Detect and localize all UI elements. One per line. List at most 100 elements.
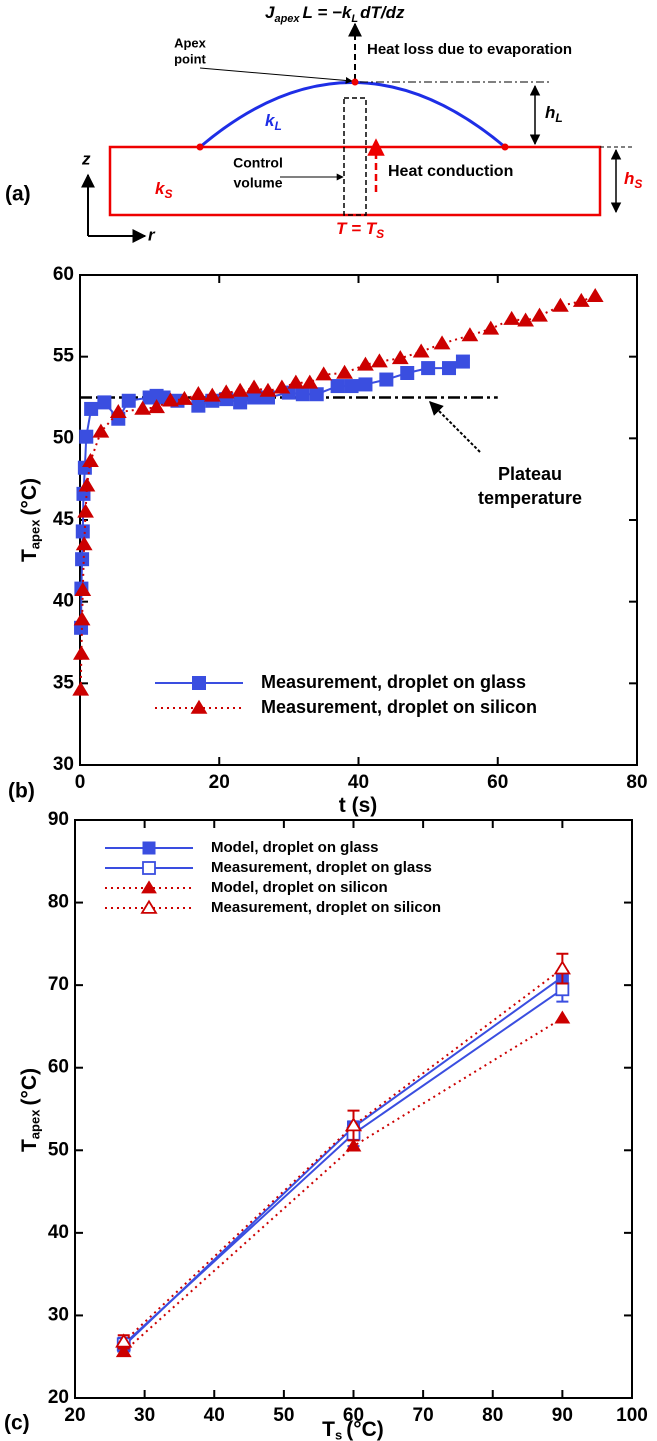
label-part: S <box>164 187 172 201</box>
marker <box>273 379 291 394</box>
kl-label: kL <box>265 111 282 133</box>
label-part: S <box>376 227 384 241</box>
diagram: Japex L = −kL dT/dz Apex point Heat loss d… <box>5 3 642 244</box>
panel-label: (b) <box>8 780 35 803</box>
marker <box>109 403 127 418</box>
legend-marker <box>192 676 206 690</box>
marker <box>74 582 92 596</box>
annotation-arrow <box>429 401 481 453</box>
substrate <box>108 145 602 217</box>
marker <box>75 524 90 539</box>
r-label: r <box>148 225 156 244</box>
axis-label: Tapex (°C) <box>18 478 43 562</box>
marker <box>75 552 90 567</box>
marker <box>162 392 179 407</box>
x-tick-label: 60 <box>343 1405 364 1426</box>
y-tick-label: 50 <box>48 1139 69 1160</box>
marker <box>433 335 451 350</box>
series-line <box>123 976 563 1347</box>
label-part: t (s) <box>339 794 378 817</box>
x-tick-label: 20 <box>209 772 230 793</box>
marker <box>586 288 604 302</box>
marker <box>92 423 110 438</box>
axis-label: Ts (°C) <box>322 1418 384 1441</box>
apex-pointer <box>199 67 353 84</box>
legend-label: Model, droplet on silicon <box>211 879 388 896</box>
x-tick-label: 40 <box>348 772 369 793</box>
hs-label: hS <box>624 169 642 191</box>
eq-part: dT/dz <box>360 3 405 22</box>
label-part: T = T <box>336 219 378 238</box>
droplet <box>199 81 506 149</box>
marker <box>301 374 319 389</box>
annotation: Plateau <box>498 464 562 484</box>
marker <box>245 379 263 394</box>
x-tick-label: 60 <box>487 772 508 793</box>
legend-label: Measurement, droplet on silicon <box>261 697 537 717</box>
marker <box>287 374 305 389</box>
y-tick-label: 30 <box>53 754 74 775</box>
marker <box>77 503 94 518</box>
legend-label: Model, droplet on glass <box>211 839 379 856</box>
marker <box>503 310 521 325</box>
marker <box>176 390 193 405</box>
y-tick-label: 20 <box>48 1387 69 1408</box>
marker <box>336 364 353 379</box>
eq-part: L = −k <box>303 3 353 22</box>
marker <box>148 399 165 414</box>
marker <box>379 372 394 387</box>
marker <box>73 645 90 660</box>
marker <box>442 361 457 376</box>
x-tick-label: 90 <box>552 1405 573 1426</box>
marker <box>78 477 96 492</box>
x-tick-label: 50 <box>273 1405 294 1426</box>
marker <box>75 536 93 551</box>
y-tick-label: 40 <box>53 591 74 612</box>
marker <box>553 960 571 975</box>
label-part: (°C) <box>18 1068 41 1106</box>
marker <box>371 353 388 368</box>
marker <box>555 982 570 997</box>
marker <box>82 452 99 467</box>
marker <box>345 1138 362 1152</box>
marker <box>121 393 136 408</box>
label-part: T <box>18 1139 41 1152</box>
marker <box>552 297 569 312</box>
label-part: h <box>624 169 634 188</box>
legend-label: Measurement, droplet on glass <box>261 672 526 692</box>
marker <box>231 382 249 397</box>
x-tick-label: 30 <box>134 1405 155 1426</box>
marker <box>73 611 91 626</box>
series-line <box>79 295 596 690</box>
y-tick-label: 90 <box>48 809 69 830</box>
boundary-label: T = TS <box>336 219 384 241</box>
x-tick-label: 80 <box>626 772 647 793</box>
x-tick-label: 0 <box>75 772 86 793</box>
label-part: k <box>155 179 166 198</box>
marker <box>191 398 206 413</box>
y-tick-label: 80 <box>48 892 69 913</box>
z-label: z <box>81 149 91 168</box>
label-part: apex <box>28 1109 43 1139</box>
label-part: (°C) <box>18 478 41 516</box>
x-tick-label: 40 <box>204 1405 225 1426</box>
legend-label: Measurement, droplet on silicon <box>211 899 441 916</box>
x-tick-label: 80 <box>482 1405 503 1426</box>
panel-label: (c) <box>4 1412 30 1435</box>
marker <box>358 377 373 392</box>
marker <box>217 384 235 399</box>
y-tick-label: 55 <box>53 346 75 367</box>
marker <box>72 681 90 696</box>
y-tick-label: 35 <box>53 672 75 693</box>
label-part: s <box>335 1428 342 1441</box>
contact-point <box>196 143 204 151</box>
x-tick-label: 100 <box>616 1405 648 1426</box>
marker <box>357 356 374 371</box>
y-tick-label: 30 <box>48 1304 69 1325</box>
hl-label: hL <box>545 103 563 125</box>
y-tick-label: 70 <box>48 974 69 995</box>
marker <box>517 312 534 327</box>
panel-label: (a) <box>5 183 31 206</box>
legend-marker <box>142 841 156 855</box>
